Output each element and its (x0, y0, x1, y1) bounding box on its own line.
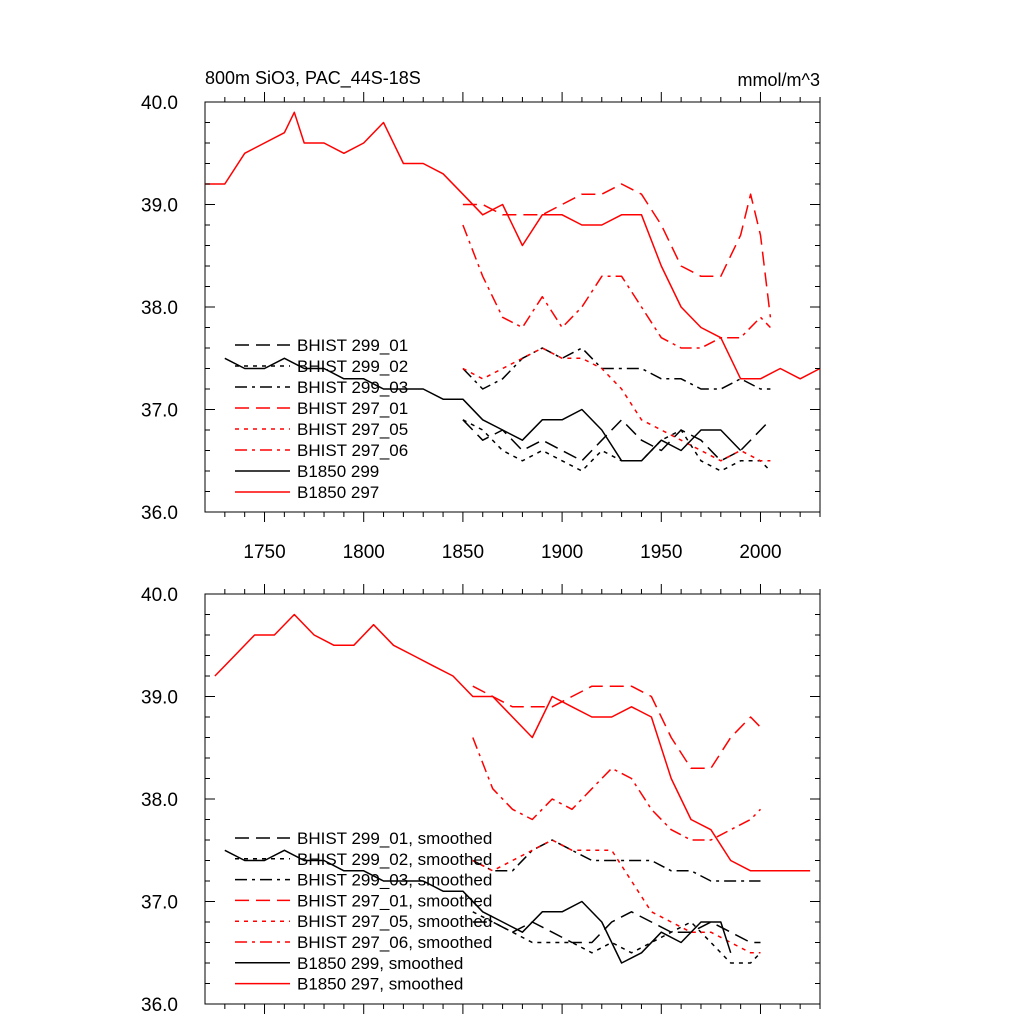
x-tick-label: 1850 (442, 542, 484, 563)
legend-label: BHIST 299_03 (297, 378, 408, 397)
legend-label: B1850 299 (297, 462, 379, 481)
axis-ticks: 36.0 37.0 38.0 39.0 40.0 (141, 584, 821, 1016)
x-tick-label: 1800 (343, 542, 385, 563)
legend-label: BHIST 299_01, smoothed (297, 829, 492, 848)
y-tick-label: 38.0 (141, 790, 178, 811)
series-line (462, 347, 771, 390)
series-line (205, 111, 821, 380)
x-tick-label: 2000 (739, 542, 781, 563)
series-line (472, 685, 762, 770)
x-tick-label: 1750 (243, 542, 285, 563)
y-tick-label: 37.0 (141, 401, 178, 422)
legend-label: BHIST 299_02 (297, 357, 408, 376)
y-tick-label: 39.0 (141, 196, 178, 217)
y-tick-label: 36.0 (141, 503, 178, 524)
legend-label: BHIST 297_01, smoothed (297, 891, 492, 910)
y-tick-label: 39.0 (141, 688, 178, 709)
plot-area (214, 613, 811, 964)
y-tick-label: 38.0 (141, 298, 178, 319)
series-line (472, 737, 762, 841)
series-line (462, 419, 771, 472)
series-line (472, 839, 761, 954)
series-line (472, 911, 762, 964)
series-line (462, 183, 772, 318)
series-line (224, 849, 732, 964)
legend-label: BHIST 297_06, smoothed (297, 933, 492, 952)
y-tick-label: 37.0 (141, 893, 178, 914)
series-line (214, 613, 811, 872)
axis-ticks: 36.0 37.0 38.0 39.0 40.0 1750 1800 1850 1900 1950… (141, 92, 821, 563)
bottom-panel: 36.0 37.0 38.0 39.0 40.0 BHIST 299_01, smoot… (141, 584, 821, 1016)
series-line (472, 839, 761, 882)
x-tick-label: 1950 (640, 542, 682, 563)
series-line (462, 347, 771, 462)
series-line (472, 911, 761, 944)
chart-title: 800m SiO3, PAC_44S-18S (205, 68, 421, 89)
legend-label: B1850 299, smoothed (297, 954, 463, 973)
series-line (462, 224, 771, 349)
legend: BHIST 299_01 BHIST 299_02 BHIST 299_03 BHIS… (235, 336, 408, 502)
legend-label: BHIST 297_05, smoothed (297, 912, 492, 931)
legend-label: B1850 297 (297, 483, 379, 502)
legend-label: BHIST 297_05 (297, 420, 408, 439)
x-tick-label: 1900 (541, 542, 583, 563)
legend-label: BHIST 299_03, smoothed (297, 871, 492, 890)
series-line (224, 357, 742, 462)
y-tick-label: 36.0 (141, 995, 178, 1016)
plot-area (205, 111, 821, 472)
y-tick-label: 40.0 (141, 585, 178, 606)
y-tick-label: 40.0 (141, 93, 178, 114)
legend-label: BHIST 297_06 (297, 441, 408, 460)
legend-label: BHIST 299_01 (297, 336, 408, 355)
legend-label: BHIST 297_01 (297, 399, 408, 418)
units-label: mmol/m^3 (738, 70, 820, 90)
legend-label: BHIST 299_02, smoothed (297, 850, 492, 869)
series-line (462, 419, 771, 462)
legend: BHIST 299_01, smoothed BHIST 299_02, smoo… (235, 829, 492, 994)
legend-label: B1850 297, smoothed (297, 975, 463, 994)
top-panel: 800m SiO3, PAC_44S-18S mmol/m^3 36.0 37.0… (141, 68, 821, 563)
